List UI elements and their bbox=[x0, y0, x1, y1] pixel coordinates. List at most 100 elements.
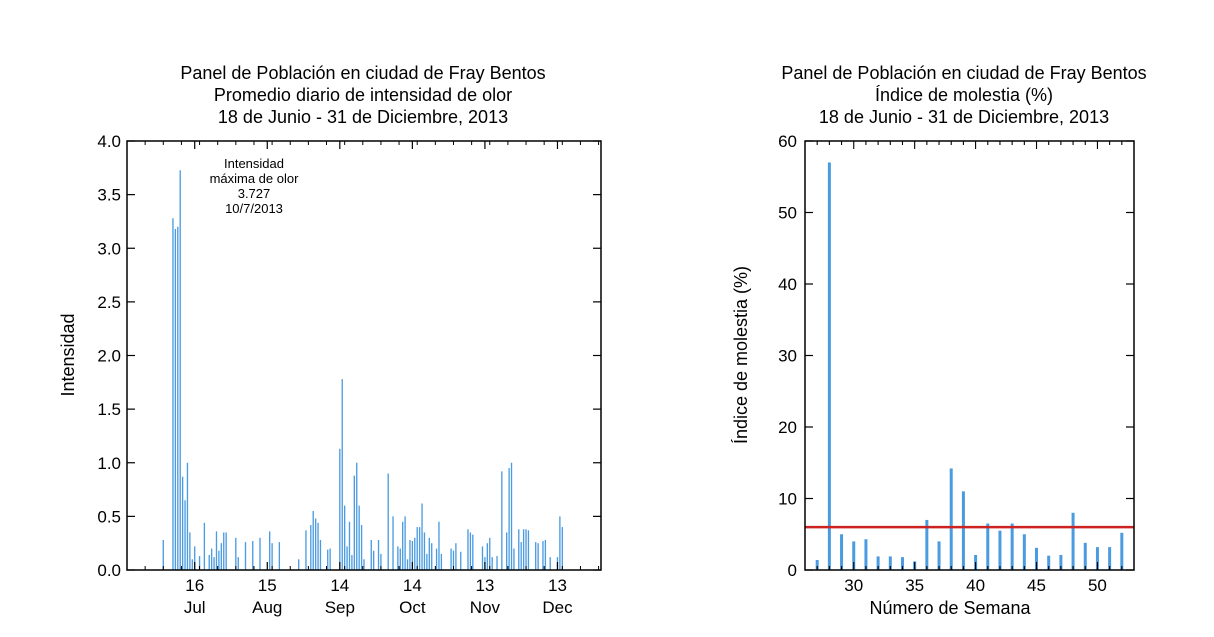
intensity-bar bbox=[423, 532, 426, 570]
x-tick-month-label: Jul bbox=[184, 598, 206, 617]
y-tick-label: 4.0 bbox=[97, 132, 121, 151]
intensity-bar bbox=[421, 503, 423, 570]
intensity-bar bbox=[402, 521, 404, 570]
intensity-bar bbox=[358, 505, 360, 570]
intensity-bar bbox=[527, 530, 530, 570]
intensity-bar bbox=[269, 531, 271, 570]
x-tick-month-label: Sep bbox=[325, 598, 355, 617]
intensity-bar bbox=[399, 548, 401, 570]
annoyance-bar bbox=[1083, 542, 1087, 570]
chart1-title-line2: Promedio diario de intensidad de olor bbox=[214, 85, 512, 105]
chart1-ylabel: Intensidad bbox=[58, 313, 78, 396]
y-tick-label: 1.5 bbox=[97, 400, 121, 419]
x-tick-day-label: 14 bbox=[330, 576, 349, 595]
intensity-bar bbox=[559, 516, 561, 571]
intensity-bar bbox=[510, 462, 513, 570]
chart2-title-line2: Índice de molestia (%) bbox=[875, 85, 1053, 105]
intensity-bar bbox=[535, 542, 537, 570]
intensity-bar bbox=[271, 543, 273, 570]
y-tick-label: 0 bbox=[788, 561, 797, 580]
intensity-bar bbox=[181, 476, 184, 570]
intensity-bar bbox=[450, 548, 452, 570]
annoyance-bar bbox=[852, 541, 856, 570]
intensity-bar bbox=[314, 518, 317, 570]
x-tick-month-label: Nov bbox=[470, 598, 501, 617]
annoyance-bar bbox=[840, 534, 844, 570]
intensity-bar bbox=[460, 551, 462, 570]
x-tick-label: 30 bbox=[844, 576, 863, 595]
annoyance-bar bbox=[925, 519, 929, 570]
intensity-bar bbox=[343, 505, 346, 570]
annoyance-bar bbox=[864, 539, 868, 570]
chart1-plot-frame bbox=[126, 140, 602, 571]
max-intensity-annotation: Intensidad máxima de olor 3.727 10/7/201… bbox=[210, 156, 300, 216]
annoyance-index-chart: Panel de Población en ciudad de Fray Ben… bbox=[731, 63, 1147, 618]
annoyance-bar bbox=[1047, 555, 1051, 570]
intensity-bar bbox=[469, 532, 472, 570]
chart2-axes: 0 10 20 30 40 50 60 30 35 40 45 50 bbox=[778, 132, 1134, 595]
y-tick-label: 50 bbox=[778, 204, 797, 223]
intensity-bar bbox=[346, 546, 348, 570]
intensity-bar bbox=[194, 546, 196, 570]
intensity-bar bbox=[472, 534, 474, 570]
intensity-bar bbox=[220, 543, 222, 570]
intensity-bar bbox=[208, 554, 210, 570]
annotation-line4: 10/7/2013 bbox=[225, 201, 283, 216]
annotation-line3: 3.727 bbox=[238, 186, 271, 201]
intensity-bar bbox=[189, 532, 191, 570]
y-tick-label: 0.0 bbox=[97, 561, 121, 580]
intensity-bar bbox=[486, 543, 488, 570]
intensity-bar bbox=[186, 462, 189, 570]
chart2-bars bbox=[815, 162, 1124, 570]
intensity-bar bbox=[310, 524, 312, 570]
intensity-bar bbox=[184, 500, 186, 570]
y-tick-label: 30 bbox=[778, 347, 797, 366]
chart1-title-line1: Panel de Población en ciudad de Fray Ben… bbox=[180, 63, 545, 83]
chart2-title-line1: Panel de Población en ciudad de Fray Ben… bbox=[781, 63, 1146, 83]
intensity-bar bbox=[525, 529, 527, 570]
intensity-chart: Panel de Población en ciudad de Fray Ben… bbox=[58, 63, 602, 617]
intensity-bar bbox=[218, 550, 220, 570]
intensity-bar bbox=[489, 537, 491, 570]
intensity-bar bbox=[373, 550, 375, 570]
intensity-bar bbox=[537, 543, 539, 570]
annoyance-bar bbox=[876, 556, 880, 570]
intensity-bar bbox=[339, 448, 341, 570]
intensity-bar bbox=[177, 226, 179, 571]
intensity-bar bbox=[370, 539, 372, 570]
chart1-axes: 0.0 0.5 1.0 1.5 2.0 2.5 3.0 3.5 4.0 16 Jul 15 Aug 14 S… bbox=[97, 132, 601, 617]
annoyance-bar bbox=[961, 491, 965, 570]
intensity-bar bbox=[520, 542, 522, 570]
intensity-bar bbox=[455, 543, 457, 570]
annoyance-bar bbox=[1071, 512, 1075, 570]
intensity-bar bbox=[409, 539, 411, 570]
x-tick-month-label: Aug bbox=[252, 598, 282, 617]
intensity-bar bbox=[244, 542, 247, 570]
annoyance-bar bbox=[1010, 523, 1014, 570]
intensity-bar bbox=[406, 559, 409, 570]
intensity-bar bbox=[259, 537, 261, 570]
intensity-bar bbox=[162, 539, 164, 570]
y-tick-label: 60 bbox=[778, 132, 797, 151]
intensity-bar bbox=[213, 557, 215, 570]
annoyance-bar bbox=[998, 530, 1002, 570]
x-tick-day-label: 14 bbox=[403, 576, 422, 595]
annoyance-bar bbox=[888, 556, 892, 570]
intensity-bar bbox=[278, 542, 281, 570]
annoyance-bar bbox=[815, 559, 819, 570]
annoyance-bar bbox=[900, 557, 904, 570]
y-tick-label: 3.5 bbox=[97, 186, 121, 205]
x-tick-month-label: Dec bbox=[542, 598, 573, 617]
intensity-bar bbox=[481, 546, 484, 570]
intensity-bar bbox=[542, 541, 544, 570]
intensity-bar bbox=[561, 527, 563, 570]
intensity-bar bbox=[174, 228, 177, 570]
annoyance-bar bbox=[949, 468, 953, 570]
intensity-bar bbox=[327, 549, 329, 570]
intensity-bar bbox=[252, 541, 254, 570]
x-tick-day-label: 13 bbox=[475, 576, 494, 595]
y-tick-label: 3.0 bbox=[97, 239, 121, 258]
intensity-bar bbox=[319, 539, 322, 570]
annoyance-bar bbox=[937, 541, 941, 570]
annoyance-bar bbox=[1035, 547, 1039, 570]
